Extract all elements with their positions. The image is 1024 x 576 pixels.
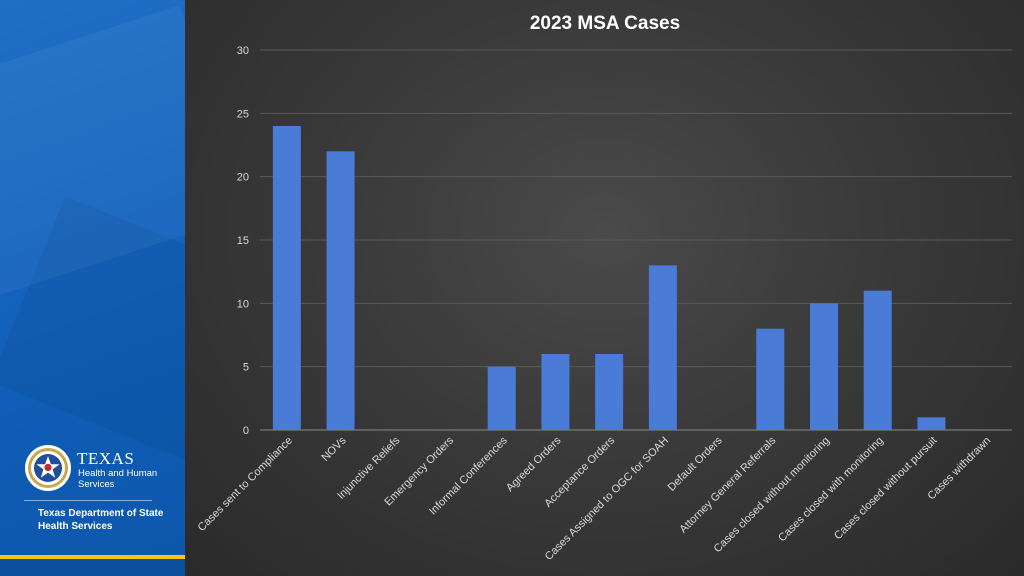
bar (917, 417, 946, 430)
bottom-band (0, 559, 185, 576)
y-axis-ticks: 0 5 10 15 20 25 30 (237, 45, 249, 437)
gold-stripe (0, 555, 185, 559)
bar (541, 354, 570, 430)
x-category-label: Cases closed without pursuit (832, 435, 939, 542)
y-tick-label: 25 (237, 108, 249, 120)
sidebar-panel: TEXAS Health and Human Services Texas De… (0, 0, 185, 576)
x-category-label: Cases closed with monitoring (776, 435, 886, 545)
x-category-label: Cases closed without monitoring (712, 435, 832, 555)
y-tick-label: 0 (243, 425, 249, 437)
gridlines (260, 49, 1012, 431)
x-category-label: Attorney General Referrals (677, 434, 778, 535)
texas-seal-icon (25, 445, 71, 491)
bar (595, 354, 624, 430)
chart-title: 2023 MSA Cases (530, 13, 680, 34)
bar (756, 328, 785, 430)
bar-series (272, 126, 946, 431)
bar (863, 290, 892, 430)
department-name: Texas Department of State Health Service… (38, 508, 164, 532)
texas-wordmark: TEXAS (77, 449, 135, 468)
y-tick-label: 15 (237, 235, 249, 247)
bar (326, 151, 355, 431)
y-tick-label: 30 (237, 45, 249, 57)
bar (487, 366, 516, 430)
bar (810, 303, 838, 430)
hhs-name-line-1: Health and Human (78, 468, 158, 479)
x-category-label: Default Orders (666, 434, 725, 493)
x-category-label: Cases sent to Compliance (196, 435, 295, 534)
logo-divider (24, 500, 152, 501)
bar (648, 265, 677, 430)
y-tick-label: 20 (237, 172, 249, 184)
y-tick-label: 10 (237, 298, 249, 310)
bar-chart: 2023 MSA Cases 0 5 10 15 20 25 30 Cases sent t… (196, 13, 1012, 563)
bar (272, 126, 301, 430)
x-category-label: Cases Assigned to OGC for SOAH (543, 435, 671, 563)
y-tick-label: 5 (243, 362, 249, 374)
hhs-name-line-2: Services (78, 479, 115, 490)
x-category-label: Agreed Orders (504, 434, 564, 494)
chart-area: 2023 MSA Cases 0 5 10 15 20 25 30 Cases sent t… (185, 0, 1024, 576)
x-category-label: NOVs (319, 434, 349, 464)
